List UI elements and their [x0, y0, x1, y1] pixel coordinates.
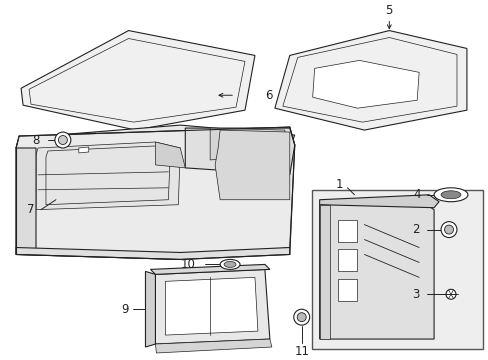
Polygon shape — [150, 265, 269, 274]
Ellipse shape — [433, 188, 467, 202]
Ellipse shape — [220, 260, 240, 269]
Polygon shape — [165, 277, 257, 335]
Polygon shape — [210, 128, 287, 160]
Text: 10: 10 — [180, 258, 195, 271]
Text: 2: 2 — [411, 223, 418, 236]
Text: 9: 9 — [121, 303, 128, 316]
Polygon shape — [337, 249, 357, 271]
Polygon shape — [185, 128, 294, 175]
Text: 1: 1 — [335, 178, 343, 191]
Text: 11: 11 — [294, 345, 308, 357]
Circle shape — [445, 289, 455, 299]
Polygon shape — [16, 127, 294, 260]
Polygon shape — [312, 60, 418, 108]
Polygon shape — [21, 31, 254, 130]
Polygon shape — [155, 142, 185, 168]
Polygon shape — [145, 271, 155, 347]
Ellipse shape — [224, 261, 236, 267]
Polygon shape — [337, 279, 357, 301]
Polygon shape — [319, 195, 438, 208]
Text: 5: 5 — [385, 4, 392, 17]
Circle shape — [55, 132, 71, 148]
Polygon shape — [16, 248, 289, 260]
Polygon shape — [16, 148, 36, 255]
Polygon shape — [16, 133, 96, 148]
Polygon shape — [155, 339, 271, 353]
Text: 4: 4 — [413, 188, 420, 201]
Circle shape — [444, 225, 452, 234]
Polygon shape — [319, 200, 433, 339]
Polygon shape — [215, 130, 289, 200]
Circle shape — [293, 309, 309, 325]
Polygon shape — [79, 147, 88, 153]
Polygon shape — [36, 142, 180, 210]
Text: 6: 6 — [264, 89, 272, 102]
Polygon shape — [274, 31, 466, 130]
Polygon shape — [155, 269, 269, 344]
Circle shape — [440, 222, 456, 238]
Text: 3: 3 — [411, 288, 418, 301]
Bar — [311, 190, 482, 349]
Circle shape — [297, 313, 305, 321]
Polygon shape — [16, 125, 294, 158]
Text: 7: 7 — [27, 203, 35, 216]
Circle shape — [58, 136, 67, 144]
Text: 8: 8 — [32, 134, 40, 147]
Polygon shape — [337, 220, 357, 242]
Ellipse shape — [440, 191, 460, 199]
Polygon shape — [319, 205, 329, 339]
